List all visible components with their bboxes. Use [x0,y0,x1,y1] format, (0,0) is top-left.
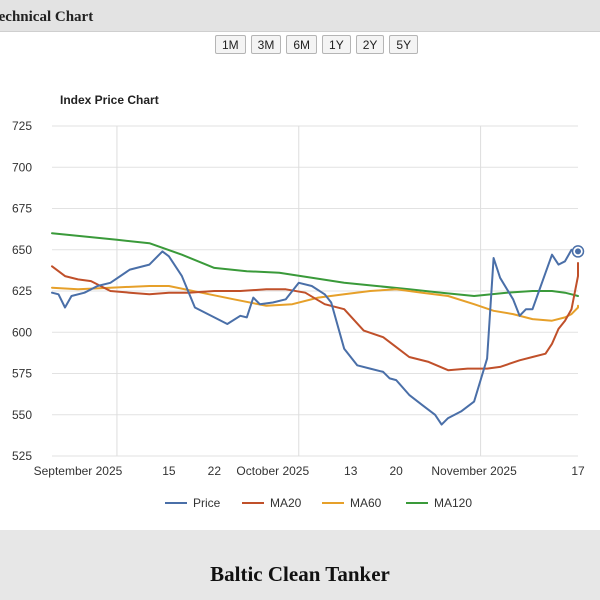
range-button-1m[interactable]: 1M [215,35,246,54]
page-header: Technical Chart [0,0,600,32]
price-chart: Index Price Chart 525 550 575 600 625 650 675 70… [12,93,585,510]
chart-title: Index Price Chart [60,93,159,107]
page-footer: Baltic Clean Tanker [0,530,600,600]
series-line-ma120 [51,232,579,297]
legend-label-ma120: MA120 [434,496,472,510]
x-tick-label: 13 [344,464,358,478]
last-price-dot [575,248,581,255]
x-tick-label: 15 [162,464,176,478]
x-tick-label: 17 [571,464,585,478]
range-button-1y[interactable]: 1Y [322,35,351,54]
x-tick-label: 22 [208,464,222,478]
legend-label-ma20: MA20 [270,496,302,510]
range-button-6m[interactable]: 6M [286,35,318,54]
y-tick-label: 700 [12,160,32,174]
range-button-2y[interactable]: 2Y [355,35,385,54]
y-tick-label: 525 [12,449,32,463]
x-tick-label: 20 [389,464,403,478]
y-tick-label: 550 [12,408,32,422]
chart-panel: Index Price Chart 525 550 575 600 625 650 675 70… [0,60,600,530]
y-tick-label: 600 [12,325,32,339]
y-tick-label: 625 [12,284,32,298]
range-button-3m[interactable]: 3M [250,35,282,54]
x-tick-label: October 2025 [236,464,309,478]
legend-label-price: Price [193,496,221,510]
y-tick-label: 650 [12,243,32,257]
index-name: Baltic Clean Tanker [210,562,390,586]
series-line-price [51,248,579,426]
range-selector: 1M 3M 6M 1Y 2Y 5Y [215,35,419,54]
x-tick-label: November 2025 [431,464,517,478]
series-line-ma20 [51,262,579,372]
legend-label-ma60: MA60 [350,496,382,510]
series-line-ma60 [51,285,579,322]
header-title: Technical Chart [0,9,94,25]
y-tick-label: 575 [12,367,32,381]
x-tick-label: September 2025 [34,464,123,478]
y-tick-label: 725 [12,119,32,133]
y-tick-label: 675 [12,202,32,216]
range-button-5y[interactable]: 5Y [389,35,419,54]
